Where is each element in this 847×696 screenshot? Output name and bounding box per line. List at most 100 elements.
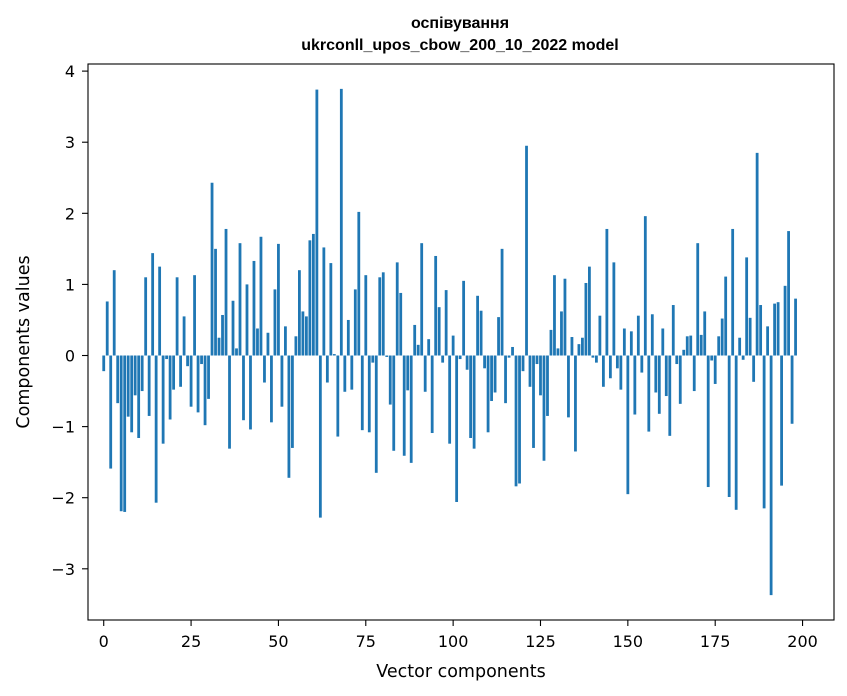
- bar-65: [329, 263, 333, 356]
- bar-85: [399, 292, 403, 356]
- bar-28: [200, 355, 203, 365]
- bar-191: [769, 355, 773, 596]
- bar-71: [350, 355, 354, 390]
- bar-8: [130, 355, 134, 433]
- bar-187: [755, 152, 759, 356]
- bar-23: [182, 316, 186, 356]
- x-tick-label: 150: [613, 632, 644, 651]
- bar-129: [553, 275, 556, 356]
- bar-177: [720, 318, 724, 356]
- bar-33: [217, 337, 221, 356]
- bar-96: [437, 307, 441, 356]
- bar-60: [311, 233, 315, 356]
- bar-0: [102, 355, 106, 372]
- bar-93: [427, 339, 431, 356]
- bar-147: [615, 355, 619, 369]
- bar-70: [346, 319, 350, 356]
- bar-41: [245, 284, 249, 356]
- bar-159: [657, 355, 661, 414]
- bar-123: [532, 355, 535, 448]
- bar-131: [560, 311, 563, 356]
- bar-15: [154, 355, 158, 503]
- bar-170: [696, 243, 700, 356]
- bar-94: [430, 355, 434, 434]
- bar-84: [395, 262, 399, 356]
- bar-58: [304, 316, 308, 356]
- y-tick-label: −3: [51, 560, 75, 579]
- bar-92: [423, 355, 427, 392]
- y-tick-label: −2: [51, 489, 75, 508]
- bar-113: [497, 317, 500, 356]
- bar-169: [692, 355, 696, 392]
- bar-16: [158, 266, 162, 356]
- x-tick-label: 175: [700, 632, 731, 651]
- bar-154: [640, 355, 644, 373]
- bar-59: [308, 240, 312, 356]
- bar-149: [622, 328, 626, 356]
- bar-61: [315, 89, 319, 356]
- y-axis-label: Components values: [14, 255, 34, 428]
- bar-34: [221, 314, 224, 356]
- bar-63: [322, 247, 326, 356]
- bar-171: [699, 334, 703, 356]
- bar-74: [360, 355, 364, 431]
- y-tick-label: 4: [65, 62, 75, 81]
- bar-18: [165, 355, 169, 360]
- bar-145: [608, 355, 612, 379]
- x-tick-label: 100: [438, 632, 469, 651]
- bar-197: [790, 355, 794, 424]
- bar-133: [567, 355, 570, 418]
- bar-95: [434, 255, 438, 356]
- y-axis-ticks: −3 −2 −1 0 1 2 3 4: [51, 62, 88, 579]
- bar-46: [263, 355, 266, 383]
- bar-183: [741, 355, 745, 360]
- bar-53: [287, 355, 291, 478]
- bar-36: [228, 355, 231, 449]
- x-tick-label: 200: [787, 632, 818, 651]
- bar-22: [179, 355, 182, 387]
- bar-48: [270, 355, 273, 423]
- bar-122: [528, 355, 532, 387]
- bar-151: [629, 331, 633, 356]
- bar-40: [242, 355, 245, 421]
- bar-67: [336, 355, 340, 437]
- bar-127: [546, 355, 549, 416]
- bar-87: [406, 355, 410, 391]
- bar-73: [357, 211, 361, 356]
- bar-82: [388, 355, 392, 405]
- bar-138: [584, 282, 588, 356]
- bar-24: [186, 355, 189, 367]
- bar-5: [119, 355, 123, 512]
- bar-128: [549, 329, 553, 356]
- bar-186: [752, 355, 756, 382]
- bar-100: [451, 335, 455, 356]
- bar-117: [511, 346, 514, 356]
- x-tick-label: 125: [525, 632, 556, 651]
- bar-56: [298, 270, 301, 356]
- bar-62: [318, 355, 322, 518]
- x-tick-label: 0: [99, 632, 109, 651]
- bar-49: [273, 289, 277, 356]
- bar-47: [266, 332, 270, 356]
- bar-108: [479, 310, 483, 356]
- bar-179: [727, 355, 731, 497]
- bar-143: [601, 355, 605, 387]
- bar-130: [556, 348, 560, 356]
- bar-42: [249, 355, 252, 430]
- bar-2: [109, 355, 113, 469]
- bar-79: [378, 277, 382, 356]
- bar-30: [207, 355, 210, 399]
- bar-164: [675, 355, 679, 365]
- x-axis-ticks: 0 25 50 75 100 125 150 175 200: [99, 620, 818, 651]
- bar-9: [133, 355, 137, 396]
- bar-19: [168, 355, 172, 420]
- bar-112: [493, 355, 497, 393]
- bar-11: [140, 355, 144, 392]
- bar-135: [574, 355, 577, 452]
- bar-142: [598, 315, 602, 356]
- bar-140: [591, 355, 595, 358]
- bar-160: [661, 328, 665, 356]
- bar-75: [364, 275, 368, 356]
- bar-37: [231, 300, 235, 356]
